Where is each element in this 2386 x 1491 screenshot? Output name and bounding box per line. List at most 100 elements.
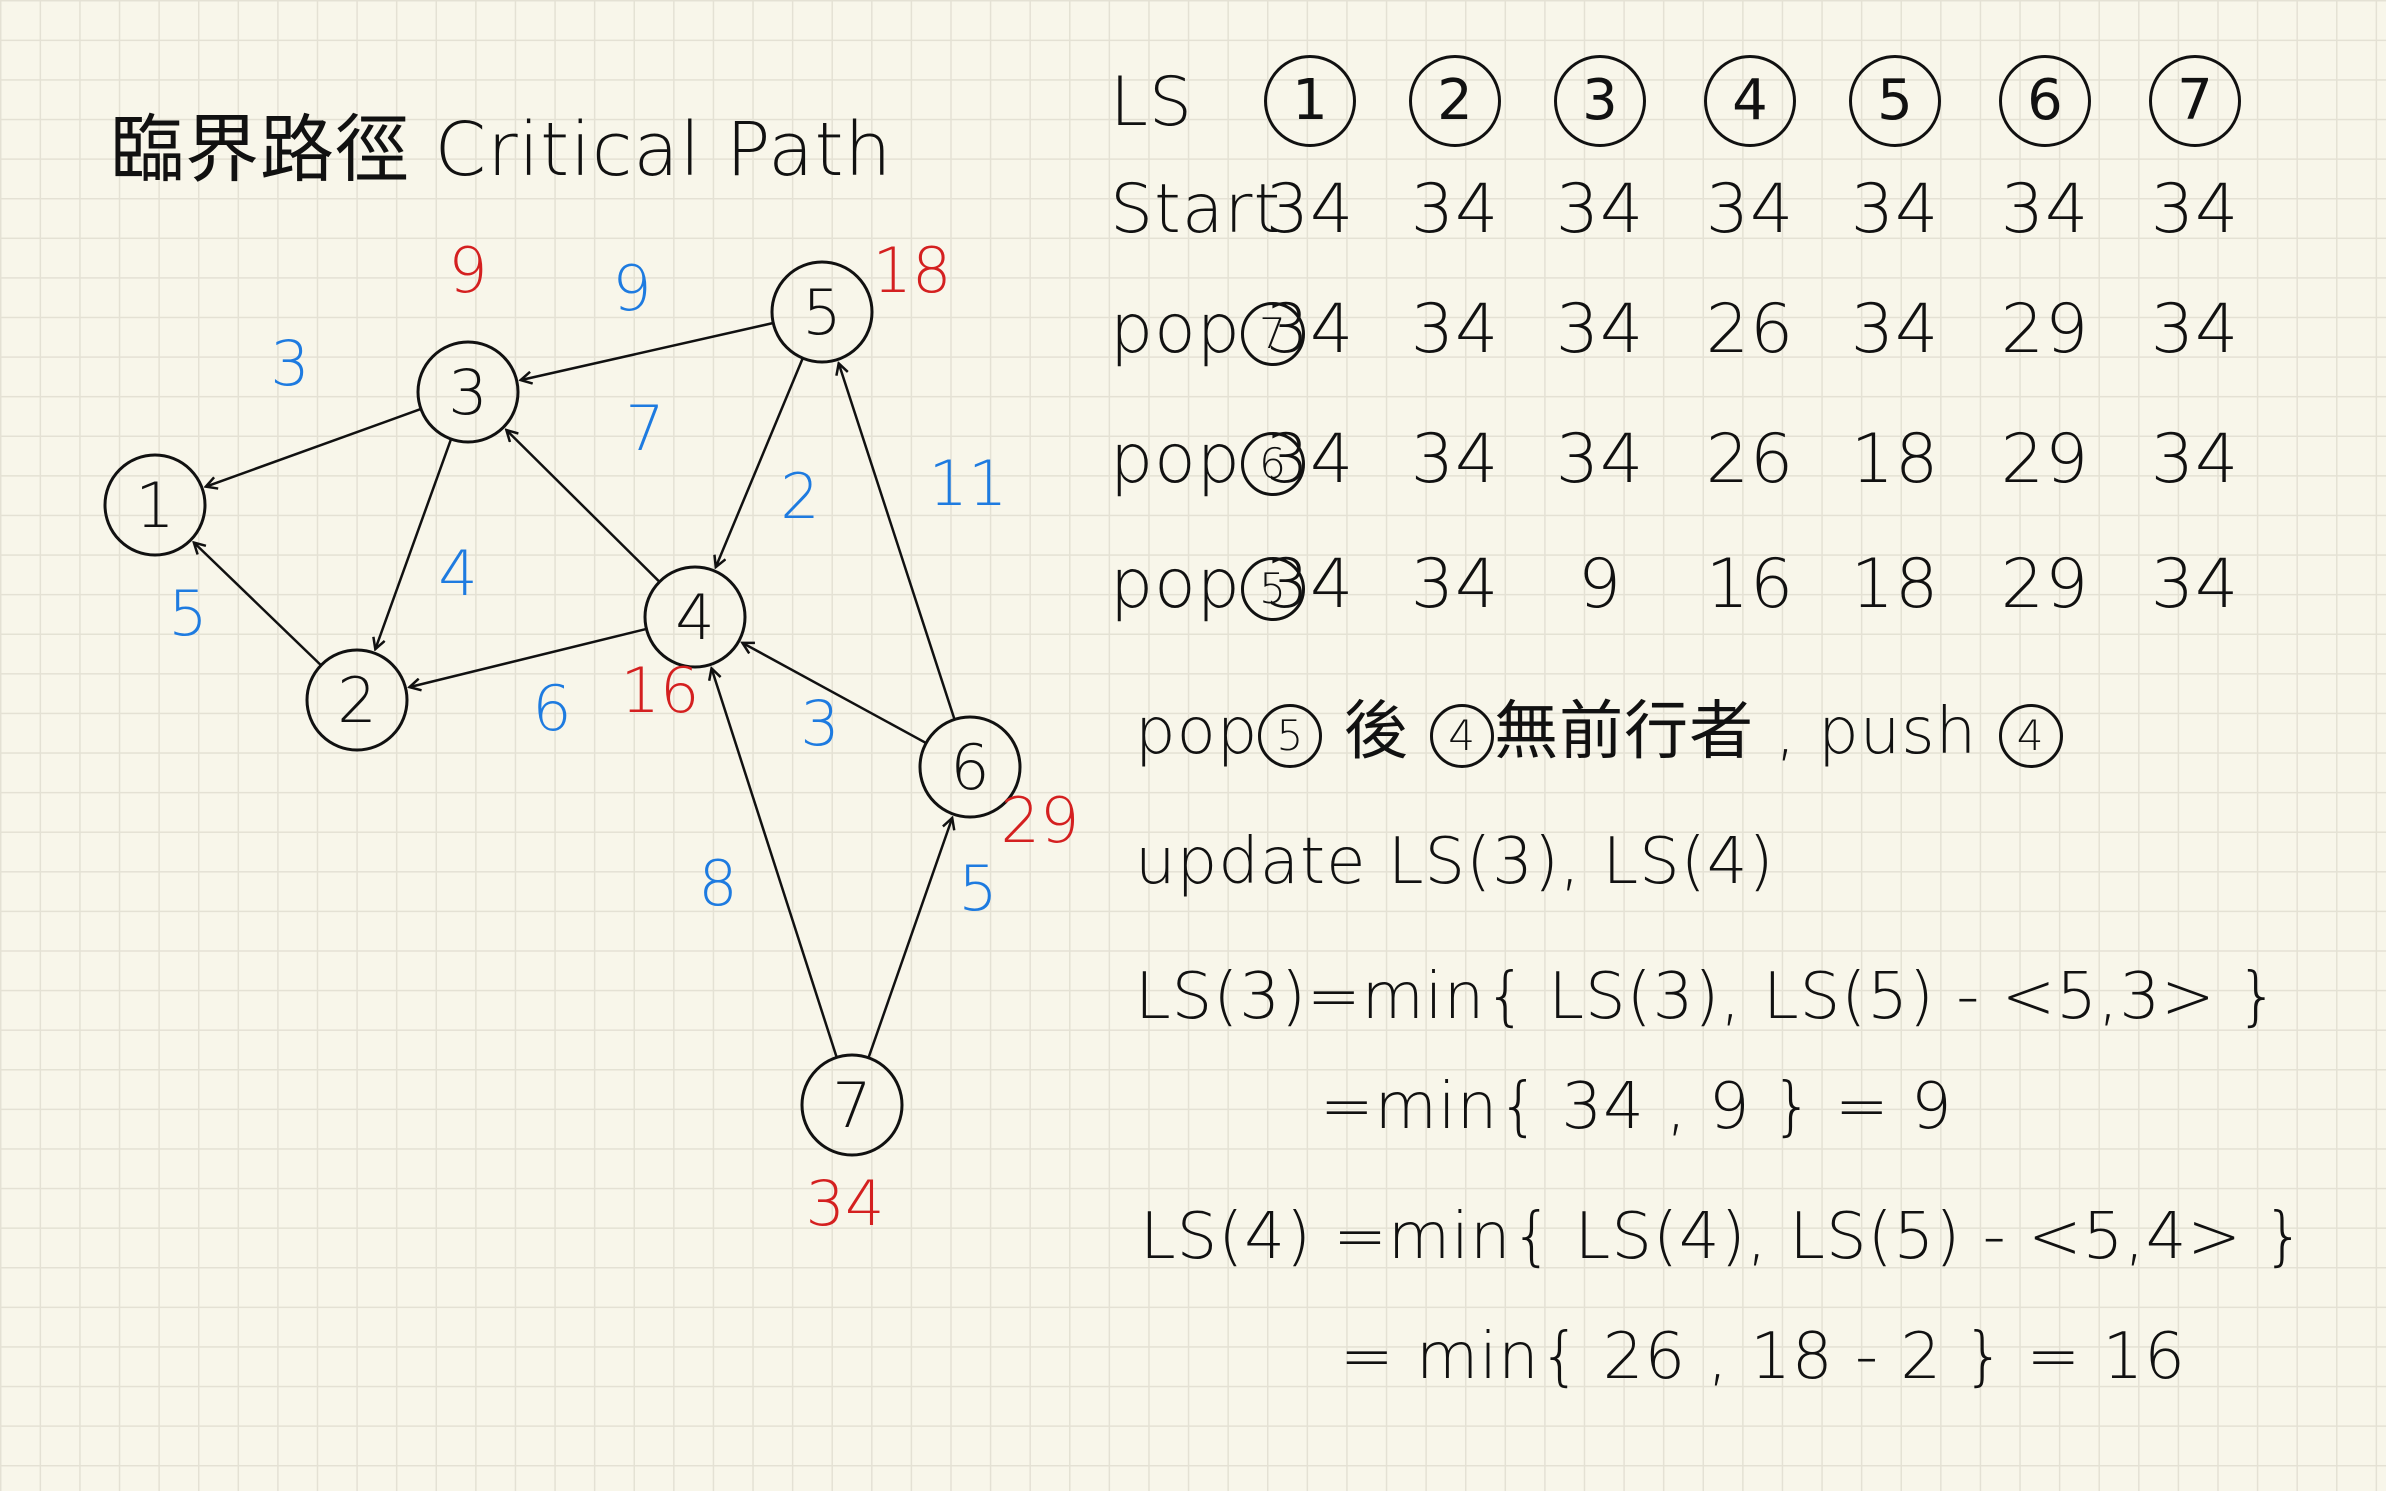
ls-cell: 34 <box>1265 420 1355 499</box>
edge-7-6 <box>867 818 952 1059</box>
note-line-2: update LS(3), LS(4) <box>1135 825 1775 899</box>
edge-weight-2-1: 5 <box>168 577 207 650</box>
ls-column-circle: 6 <box>1999 55 2091 147</box>
ls-column-header: 5 <box>1835 55 1955 147</box>
ls-cell: 34 <box>2150 290 2240 369</box>
node-ref-circle: 4 <box>1430 703 1495 768</box>
edge-3-1 <box>206 407 422 487</box>
edge-weight-7-4: 8 <box>698 847 737 920</box>
ls-cell: 34 <box>1410 170 1500 249</box>
ls-row-node-circle: 5 <box>1240 556 1305 621</box>
ls-cell: 26 <box>1705 290 1795 369</box>
edge-weight-6-5: 11 <box>929 447 1008 520</box>
ls-cell: 34 <box>1265 170 1355 249</box>
edge-weight-5-3: 9 <box>612 252 651 325</box>
note-line-3: LS(3)=min{ LS(3), LS(5) - <5,3> } <box>1135 960 2279 1034</box>
ls-header-label: LS <box>1110 63 1194 142</box>
node-4-circle <box>643 565 747 669</box>
edge-weight-5-4: 2 <box>780 460 819 533</box>
ls-cell: 18 <box>1850 545 1940 624</box>
node-5-circle <box>770 260 874 364</box>
ls-table-row: pop 7 34 34 34 26 34 29 34 <box>1110 290 2310 390</box>
node-6-circle <box>918 715 1022 819</box>
ls-cell: 9 <box>1577 545 1623 624</box>
ls-column-header: 6 <box>1985 55 2105 147</box>
edge-5-4 <box>716 357 804 567</box>
ls-cell: 34 <box>1850 170 1940 249</box>
ls-cell: 34 <box>1265 545 1355 624</box>
node-7-label: 7 <box>832 1069 871 1142</box>
node-7-ls: 34 <box>806 1167 885 1240</box>
note-line-6: = min{ 26 , 18 - 2 } = 16 <box>1340 1320 2186 1394</box>
ls-cell: 29 <box>2000 420 2090 499</box>
node-4-ls: 16 <box>621 654 700 727</box>
note-line-4: =min{ 34 , 9 } = 9 <box>1320 1070 1953 1144</box>
edge-weight-3-1: 3 <box>270 327 309 400</box>
ls-cell: 34 <box>2150 170 2240 249</box>
ls-cell: 34 <box>1410 420 1500 499</box>
edge-2-1 <box>194 543 322 667</box>
edge-weight-3-2: 4 <box>438 537 477 610</box>
edge-7-4 <box>712 668 838 1058</box>
ls-column-header: 7 <box>2135 55 2255 147</box>
ls-cell: 34 <box>1410 290 1500 369</box>
edge-weight-4-2: 6 <box>532 672 571 745</box>
node-5-label: 5 <box>802 276 841 349</box>
ls-row-node-circle: 7 <box>1240 301 1305 366</box>
ls-column-circle: 2 <box>1409 55 1501 147</box>
edge-6-4 <box>742 643 927 745</box>
node-7-circle <box>800 1053 904 1157</box>
node-5-ls: 18 <box>873 234 952 307</box>
edge-weight-7-6: 5 <box>958 852 997 925</box>
edge-4-2 <box>409 627 647 687</box>
node-1-circle <box>103 453 207 557</box>
ls-column-circle: 4 <box>1704 55 1796 147</box>
ls-cell: 29 <box>2000 545 2090 624</box>
edge-6-5 <box>839 363 956 720</box>
ls-table-row: pop 6 34 34 34 26 18 29 34 <box>1110 420 2310 520</box>
edge-4-3 <box>506 430 661 583</box>
ls-row-label: pop 6 <box>1110 420 1305 499</box>
ls-cell: 34 <box>1705 170 1795 249</box>
note-after-text: 後 <box>1343 695 1431 769</box>
ls-column-circle: 3 <box>1554 55 1646 147</box>
ls-cell: 34 <box>2000 170 2090 249</box>
ls-row-label: Start <box>1110 170 1282 249</box>
ls-column-header: 3 <box>1540 55 1660 147</box>
note-line-1: pop 5 後 4 無前行者 , push 4 <box>1135 700 2063 768</box>
ls-cell: 18 <box>1850 420 1940 499</box>
ls-cell: 34 <box>1555 170 1645 249</box>
node-1-label: 1 <box>135 469 174 542</box>
node-6-ls: 29 <box>1001 784 1080 857</box>
ls-column-circle: 5 <box>1849 55 1941 147</box>
node-2-label: 2 <box>337 664 376 737</box>
edge-weight-6-4: 3 <box>800 687 839 760</box>
edge-3-2 <box>375 438 453 649</box>
page-title: 臨界路徑 Critical Path <box>110 107 893 193</box>
ls-column-header: 2 <box>1395 55 1515 147</box>
note-push-text: 無前行者 , push <box>1494 695 1999 769</box>
ls-cell: 26 <box>1705 420 1795 499</box>
ls-row-label: pop 5 <box>1110 545 1305 624</box>
ls-cell: 34 <box>1555 290 1645 369</box>
node-ref-circle: 5 <box>1258 703 1323 768</box>
ls-row-label: pop 7 <box>1110 290 1305 369</box>
ls-table-row: pop 5 34 34 9 16 18 29 34 <box>1110 545 2310 645</box>
ls-column-circle: 7 <box>2149 55 2241 147</box>
ls-column-header: 4 <box>1690 55 1810 147</box>
node-2-circle <box>305 648 409 752</box>
ls-table-row: Start 34 34 34 34 34 34 34 <box>1110 170 2310 270</box>
ls-cell: 34 <box>1265 290 1355 369</box>
ls-cell: 34 <box>2150 545 2240 624</box>
edge-5-3 <box>521 321 774 380</box>
node-3-circle <box>416 340 520 444</box>
ls-column-circle: 1 <box>1264 55 1356 147</box>
note-line-5: LS(4) =min{ LS(4), LS(5) - <5,4> } <box>1140 1200 2306 1274</box>
node-3-label: 3 <box>448 356 487 429</box>
ls-cell: 34 <box>1410 545 1500 624</box>
node-4-label: 4 <box>675 581 714 654</box>
ls-cell: 16 <box>1705 545 1795 624</box>
node-6-label: 6 <box>950 731 989 804</box>
note-pop-text: pop <box>1135 695 1259 769</box>
